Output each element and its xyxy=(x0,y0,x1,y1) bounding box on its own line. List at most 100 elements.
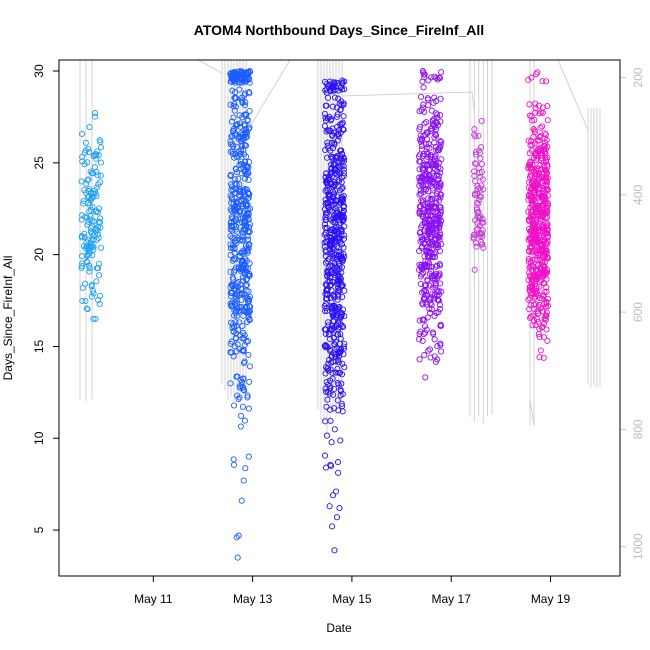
data-point xyxy=(420,84,427,91)
data-point xyxy=(79,284,86,292)
data-point xyxy=(428,107,435,114)
data-point xyxy=(324,187,331,194)
data-point xyxy=(341,232,348,239)
data-point xyxy=(416,166,423,173)
data-point xyxy=(323,342,330,349)
data-point xyxy=(418,142,425,150)
data-point xyxy=(233,294,240,301)
data-point xyxy=(429,161,437,169)
data-point xyxy=(240,277,247,284)
data-point xyxy=(429,185,436,192)
data-point xyxy=(533,267,540,274)
data-point xyxy=(527,171,534,178)
data-point xyxy=(416,151,424,158)
data-point xyxy=(533,285,540,292)
data-point xyxy=(477,239,485,246)
data-point xyxy=(237,158,244,165)
data-point xyxy=(90,290,97,297)
data-point xyxy=(232,334,239,341)
data-point xyxy=(543,219,550,227)
data-point xyxy=(227,241,234,248)
data-point xyxy=(470,234,477,241)
data-point xyxy=(525,137,532,144)
data-point xyxy=(328,226,335,233)
data-point xyxy=(330,218,337,226)
data-point xyxy=(331,80,338,87)
data-point xyxy=(544,337,551,344)
data-point xyxy=(244,394,251,401)
data-point xyxy=(435,74,442,81)
data-point xyxy=(530,220,537,227)
data-point xyxy=(332,262,339,269)
data-point xyxy=(425,151,432,158)
data-point xyxy=(424,292,431,299)
data-point xyxy=(331,141,338,148)
data-point xyxy=(535,247,542,254)
data-point xyxy=(234,280,241,287)
data-point xyxy=(329,325,336,332)
data-point xyxy=(332,350,339,358)
data-point xyxy=(541,177,548,184)
x-tick-label: May 13 xyxy=(233,592,273,606)
data-point xyxy=(227,289,234,296)
data-point xyxy=(419,316,426,323)
data-point xyxy=(323,432,330,439)
data-point xyxy=(321,452,329,459)
data-point xyxy=(91,152,98,159)
data-point xyxy=(228,78,235,85)
data-point xyxy=(240,347,247,354)
data-point xyxy=(91,113,99,120)
data-point xyxy=(323,177,330,184)
data-point xyxy=(324,396,331,403)
data-point xyxy=(418,271,425,278)
data-point xyxy=(540,268,547,275)
data-point xyxy=(333,113,341,120)
data-point xyxy=(92,315,99,322)
data-point xyxy=(474,213,481,220)
data-point xyxy=(334,379,341,387)
data-point xyxy=(246,363,253,370)
data-point xyxy=(527,208,535,215)
data-point xyxy=(322,174,329,181)
data-point xyxy=(426,240,433,247)
data-point xyxy=(536,209,543,216)
data-point xyxy=(322,418,329,425)
y-axis-label: Days_Since_FireInf_All xyxy=(1,256,15,381)
data-point xyxy=(231,307,238,314)
data-point xyxy=(437,112,444,119)
data-point xyxy=(241,417,248,424)
data-point xyxy=(335,236,342,243)
data-point xyxy=(526,101,533,108)
data-point xyxy=(245,191,253,198)
data-point xyxy=(239,98,246,106)
data-point xyxy=(80,243,88,250)
data-point xyxy=(324,344,331,351)
data-point xyxy=(525,225,533,233)
data-point xyxy=(427,233,434,240)
data-point xyxy=(333,514,341,521)
data-point xyxy=(437,322,444,329)
data-point xyxy=(88,281,95,288)
data-point xyxy=(240,312,247,319)
data-point xyxy=(417,132,424,139)
data-point xyxy=(325,191,333,198)
data-point xyxy=(325,127,332,134)
data-point xyxy=(231,176,238,183)
data-point xyxy=(243,130,250,137)
data-point xyxy=(423,212,430,219)
data-point xyxy=(417,138,424,145)
data-point xyxy=(337,321,344,328)
data-point xyxy=(528,74,535,81)
data-point xyxy=(335,350,342,357)
data-point xyxy=(243,276,250,283)
data-point xyxy=(542,198,550,205)
data-point xyxy=(340,100,347,107)
data-point xyxy=(332,488,340,495)
data-point xyxy=(85,145,92,152)
data-point xyxy=(421,352,428,359)
data-point xyxy=(335,381,342,388)
data-point xyxy=(341,364,348,371)
data-point xyxy=(529,312,536,319)
data-point xyxy=(323,170,330,177)
data-point xyxy=(426,172,433,179)
